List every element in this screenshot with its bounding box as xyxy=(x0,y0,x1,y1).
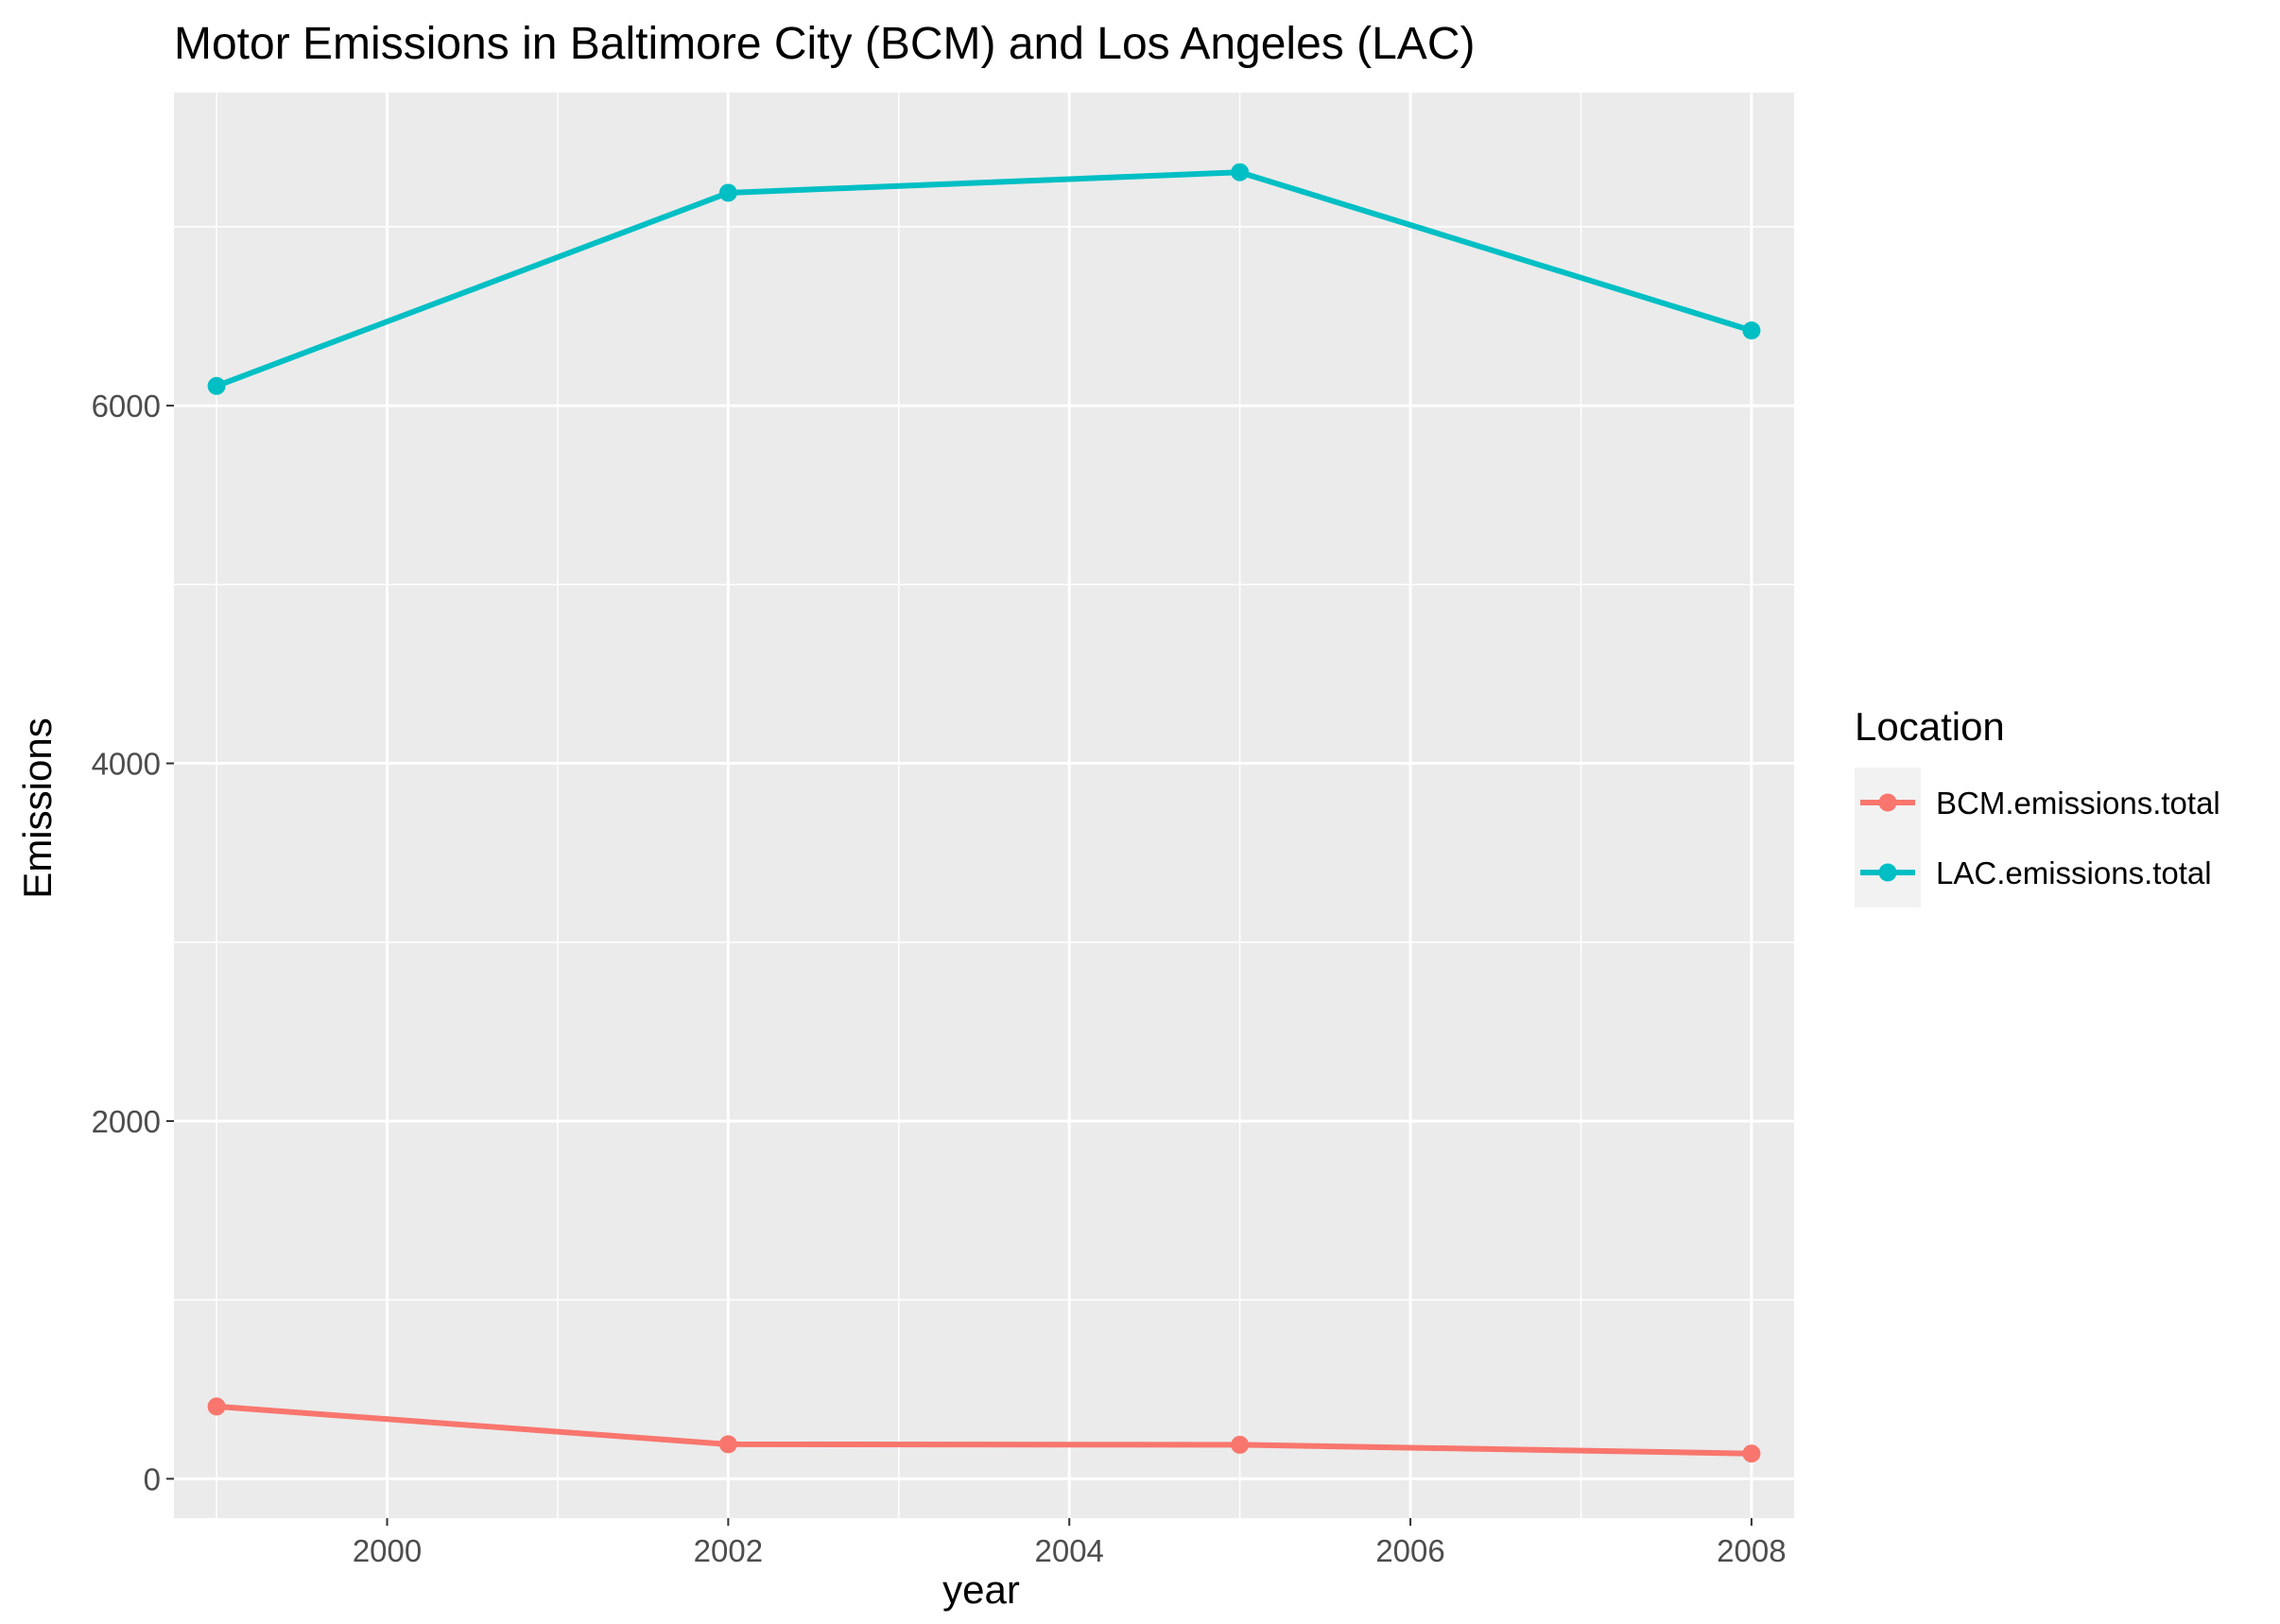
legend-label: BCM.emissions.total xyxy=(1936,786,2220,821)
data-point xyxy=(1742,321,1761,340)
x-tick-label: 2006 xyxy=(1375,1533,1444,1568)
legend-key-background xyxy=(1855,768,1921,907)
y-tick-label: 4000 xyxy=(92,747,161,782)
chart-title: Motor Emissions in Baltimore City (BCM) … xyxy=(174,19,1475,69)
plot-panel: 2000 2002 2004 2006 2008 0 2000 4000 6000 xyxy=(92,93,1794,1568)
legend-key-point xyxy=(1878,793,1897,812)
x-tick-label: 2008 xyxy=(1717,1533,1786,1568)
legend-key-point xyxy=(1878,863,1897,882)
series-line-2 xyxy=(216,169,1753,389)
data-point xyxy=(207,1397,226,1416)
x-tick-label: 2000 xyxy=(353,1533,422,1568)
y-axis-title: Emissions xyxy=(15,717,60,898)
y-tick-label: 0 xyxy=(144,1461,161,1496)
legend-label: LAC.emissions.total xyxy=(1936,855,2212,890)
data-point xyxy=(1742,1444,1761,1463)
data-point xyxy=(207,376,226,395)
data-point xyxy=(1231,1435,1250,1454)
legend: Location BCM.emissions.total LAC.emission… xyxy=(1855,704,2220,907)
data-point xyxy=(1231,163,1250,181)
x-tick-label: 2002 xyxy=(694,1533,763,1568)
x-axis-title: year xyxy=(942,1567,1020,1612)
series-line-1 xyxy=(216,1403,1752,1457)
x-tick-label: 2004 xyxy=(1034,1533,1103,1568)
data-point xyxy=(718,183,737,202)
data-point xyxy=(718,1435,737,1454)
y-tick-label: 6000 xyxy=(92,389,161,423)
legend-title: Location xyxy=(1855,704,2005,749)
y-tick-label: 2000 xyxy=(92,1104,161,1139)
panel-background xyxy=(174,93,1794,1518)
